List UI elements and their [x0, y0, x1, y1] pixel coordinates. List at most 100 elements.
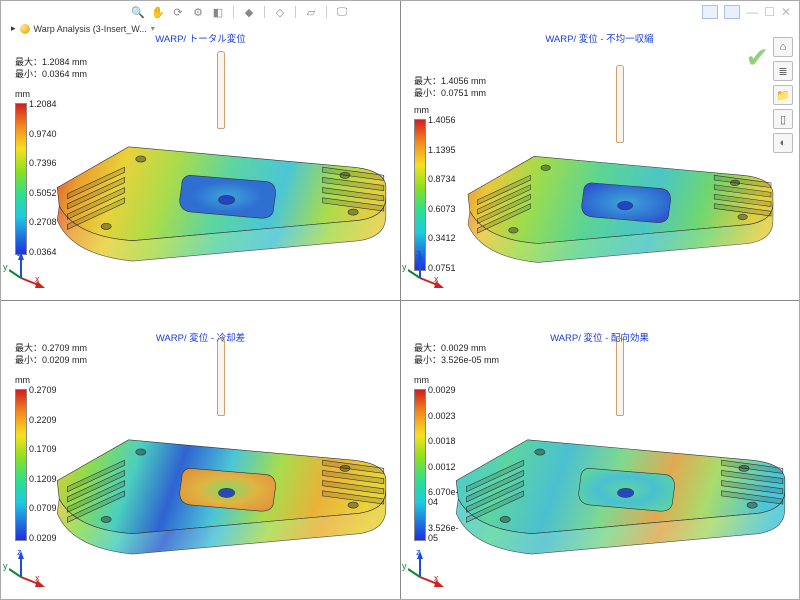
home-icon[interactable]: ⌂	[773, 37, 793, 57]
maximize-icon[interactable]: ☐	[764, 5, 775, 19]
layers-icon[interactable]: ≣	[773, 61, 793, 81]
tick: 0.6073	[428, 204, 456, 214]
color-legend: mm 0.0029 0.0023 0.0018 0.0012 6.070e-04…	[414, 375, 429, 387]
part-view[interactable]	[47, 95, 394, 270]
gate-pin	[616, 65, 624, 143]
axis-z: z	[17, 248, 22, 258]
tick: 0.3412	[428, 233, 456, 243]
min-value: 0.0751 mm	[441, 88, 486, 98]
min-value: 0.0364 mm	[42, 69, 87, 79]
unit: mm	[414, 375, 429, 385]
tick: 0.2209	[29, 415, 57, 425]
legend-bar	[15, 389, 27, 541]
orientation-triad[interactable]: z y x	[408, 250, 448, 290]
hand-icon[interactable]: ✋	[151, 5, 165, 19]
stats: 最大：1.4056 mm 最小：0.0751 mm	[414, 75, 486, 99]
tick: 1.2084	[29, 99, 57, 109]
tick: 0.0029	[428, 385, 459, 395]
tick: 0.2708	[29, 217, 57, 227]
max-label: 最大：	[414, 343, 441, 353]
window-controls: — ☐ ✕	[702, 5, 791, 19]
folder-icon[interactable]: 📁	[773, 85, 793, 105]
max-value: 1.4056 mm	[441, 76, 486, 86]
shape-icon[interactable]: ◆	[242, 5, 256, 19]
color-legend: mm 1.2084 0.9740 0.7396 0.5052 0.2708 0.…	[15, 89, 30, 101]
tick: 0.1709	[29, 444, 57, 454]
node-caret[interactable]: ▾	[151, 24, 155, 33]
part-view[interactable]	[446, 382, 793, 569]
min-label: 最小：	[15, 355, 42, 365]
minimize-icon[interactable]: —	[746, 5, 758, 19]
panel-bottom-left: WARP/ 変位 - 冷却差 最大：0.2709 mm 最小：0.0209 mm…	[1, 300, 400, 599]
tick: 1.4056	[428, 115, 456, 125]
part-view[interactable]	[446, 109, 793, 270]
sep	[264, 6, 265, 18]
sep	[326, 6, 327, 18]
sep	[295, 6, 296, 18]
legend-ticks: 1.2084 0.9740 0.7396 0.5052 0.2708 0.036…	[29, 99, 57, 257]
legend-ticks: 0.2709 0.2209 0.1709 0.1209 0.0709 0.020…	[29, 385, 57, 543]
tick: 3.526e-05	[428, 523, 459, 543]
tick: 0.2709	[29, 385, 57, 395]
orientation-triad[interactable]: z y x	[9, 549, 49, 589]
unit: mm	[15, 89, 30, 99]
axis-y: y	[3, 262, 8, 272]
viewport-grid: 🔍 ✋ ⟳ ⚙ ◧ ◆ ◇ ▱ 🖵 ▸ Warp Analysis (3-Ins…	[0, 0, 800, 600]
legend-bar	[414, 389, 426, 541]
window-icon[interactable]	[702, 5, 718, 19]
max-label: 最大：	[15, 343, 42, 353]
tick: 0.1209	[29, 474, 57, 484]
max-value: 0.0029 mm	[441, 343, 486, 353]
panel-title: WARP/ トータル変位	[155, 31, 245, 45]
min-label: 最小：	[414, 355, 441, 365]
axis-z: z	[17, 547, 22, 557]
cube-icon[interactable]: ◧	[211, 5, 225, 19]
max-value: 0.2709 mm	[42, 343, 87, 353]
close-icon[interactable]: ✕	[781, 5, 791, 19]
panel-bottom-right: WARP/ 変位 - 配向効果 最大：0.0029 mm 最小：3.526e-0…	[400, 300, 799, 599]
tick: 1.1395	[428, 145, 456, 155]
axis-x: x	[434, 573, 439, 583]
tick: 0.5052	[29, 188, 57, 198]
gate-pin	[217, 338, 225, 416]
tick: 0.9740	[29, 129, 57, 139]
legend-bar	[15, 103, 27, 255]
min-label: 最小：	[15, 69, 42, 79]
display-icon[interactable]: 🖵	[335, 5, 349, 19]
light-icon[interactable]: ◐	[773, 133, 793, 153]
tag-icon[interactable]: ▯	[773, 109, 793, 129]
tick: 0.0709	[29, 503, 57, 513]
color-legend: mm 1.4056 1.1395 0.8734 0.6073 0.3412 0.…	[414, 105, 429, 117]
tick: 0.7396	[29, 158, 57, 168]
analysis-tree-node[interactable]: ▸ Warp Analysis (3-Insert_W... ▾	[11, 23, 155, 34]
check-icon: ✔	[746, 41, 769, 74]
shape2-icon[interactable]: ▱	[304, 5, 318, 19]
part-view[interactable]	[47, 382, 394, 569]
orientation-triad[interactable]: z y x	[9, 250, 49, 290]
panel-top-right: — ☐ ✕ ⌂ ≣ 📁 ▯ ◐ ✔ WARP/ 変位 - 不均一収縮 最大：1.…	[400, 1, 799, 300]
panel-title: WARP/ 変位 - 不均一収縮	[545, 31, 653, 45]
min-value: 3.526e-05 mm	[441, 355, 499, 365]
settings-icon[interactable]: ⚙	[191, 5, 205, 19]
axis-y: y	[402, 561, 407, 571]
max-label: 最大：	[414, 76, 441, 86]
panel-title: WARP/ 変位 - 冷却差	[156, 330, 245, 344]
zoom-icon[interactable]: 🔍	[131, 5, 145, 19]
max-value: 1.2084 mm	[42, 57, 87, 67]
stats: 最大：0.2709 mm 最小：0.0209 mm	[15, 342, 87, 366]
expand-caret[interactable]: ▸	[11, 23, 16, 34]
min-value: 0.0209 mm	[42, 355, 87, 365]
tick: 6.070e-04	[428, 487, 459, 507]
window-icon[interactable]	[724, 5, 740, 19]
rotate-icon[interactable]: ⟳	[171, 5, 185, 19]
node-label: Warp Analysis (3-Insert_W...	[34, 24, 147, 34]
toolbar: 🔍 ✋ ⟳ ⚙ ◧ ◆ ◇ ▱ 🖵	[131, 5, 349, 19]
gate-pin	[217, 51, 225, 129]
orientation-triad[interactable]: z y x	[408, 549, 448, 589]
tick: 0.0209	[29, 533, 57, 543]
unit: mm	[15, 375, 30, 385]
axis-z: z	[416, 248, 421, 258]
max-label: 最大：	[15, 57, 42, 67]
diamond-icon[interactable]: ◇	[273, 5, 287, 19]
stats: 最大：0.0029 mm 最小：3.526e-05 mm	[414, 342, 499, 366]
